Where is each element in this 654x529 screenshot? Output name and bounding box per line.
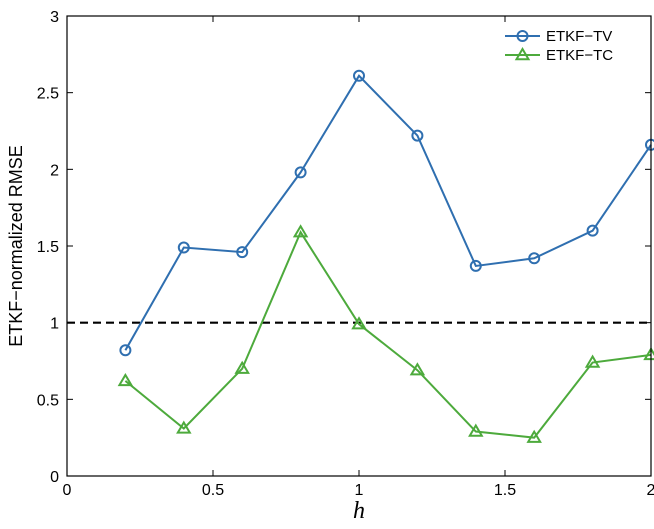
data-point (643, 346, 654, 361)
data-point (586, 224, 599, 237)
data-point (236, 246, 249, 259)
y-tick-label: 0.5 (37, 392, 59, 409)
legend-marker (514, 47, 531, 61)
legend-entry: ETKF−TV (505, 28, 612, 45)
plot-frame (66, 15, 652, 477)
data-point (177, 241, 190, 254)
x-tick-label: 1.5 (494, 482, 516, 499)
series-line (124, 74, 652, 351)
x-tick-label: 1 (355, 482, 364, 499)
data-point (528, 252, 541, 265)
legend-entry: ETKF−TC (505, 47, 613, 64)
data-point (526, 429, 542, 443)
x-tick-label: 0.5 (202, 482, 224, 499)
y-tick-label: 2.5 (37, 86, 59, 103)
data-point (294, 166, 307, 179)
data-point (117, 372, 134, 387)
y-tick-label: 1 (50, 316, 59, 333)
y-tick-label: 1.5 (37, 239, 59, 256)
data-point (409, 362, 426, 376)
data-point (119, 344, 132, 357)
y-tick-label: 0 (50, 469, 59, 486)
y-tick-label: 2 (50, 162, 59, 179)
data-point (292, 224, 309, 238)
data-point (411, 129, 424, 142)
legend-marker (516, 30, 529, 42)
y-tick-label: 3 (50, 9, 59, 26)
x-axis-title: h (353, 498, 365, 524)
series-etkf-tc (117, 224, 654, 443)
data-point (234, 360, 250, 374)
data-point (351, 316, 367, 330)
legend: ETKF−TV ETKF−TC (505, 28, 613, 64)
x-tick-label: 2 (647, 482, 654, 499)
legend-label: ETKF−TV (546, 28, 612, 45)
series-etkf-tv (119, 69, 654, 357)
legend-label: ETKF−TC (546, 47, 613, 64)
data-point (584, 354, 601, 368)
x-tick-label: 0 (63, 482, 72, 499)
data-point (468, 423, 484, 437)
data-point (176, 420, 192, 434)
tick-layer: 0 0.5 1 1.5 2 0 0.5 1 1.5 2 2.5 3 (37, 9, 654, 499)
data-point (353, 69, 365, 82)
series-layer (117, 69, 654, 443)
series-line (124, 230, 652, 439)
y-axis-title: ETKF−normalized RMSE (6, 145, 26, 347)
data-point (469, 259, 482, 272)
